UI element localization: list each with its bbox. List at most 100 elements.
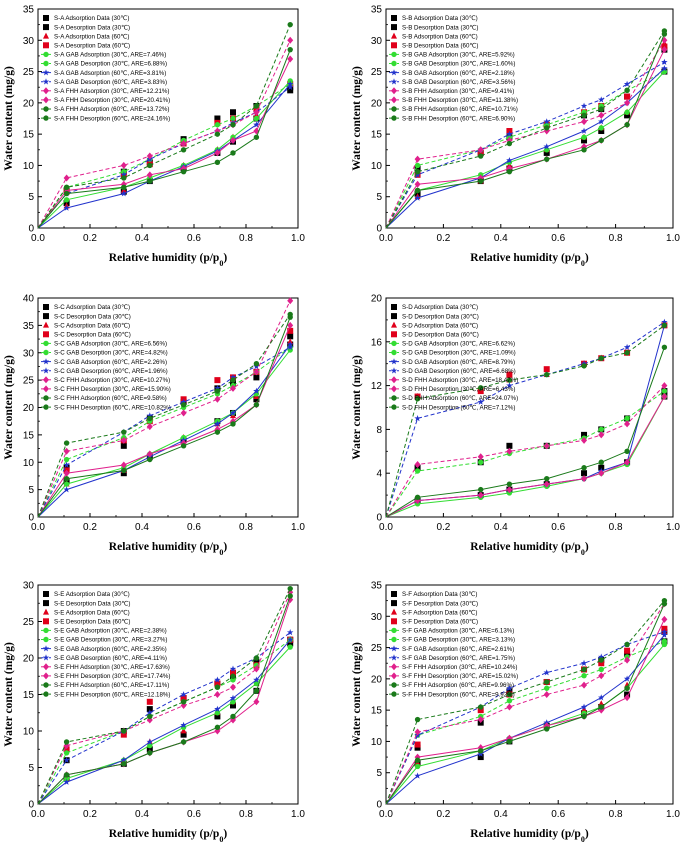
data-point (623, 343, 631, 351)
data-point (253, 121, 260, 128)
legend-entry: S-C GAB Desorption (30℃, ARE=4.82%) (54, 350, 168, 357)
legend-entry: S-C Adsorption Data (60℃) (54, 322, 130, 329)
series-line (385, 603, 665, 805)
legend-entry: S-D GAB Desorption (30℃, ARE=1.09%) (402, 350, 516, 357)
y-tick-label: 30 (23, 348, 35, 359)
x-tick-label: 0.4 (135, 809, 149, 820)
data-point (120, 470, 127, 477)
y-tick-label: 30 (371, 612, 383, 623)
legend-entry: S-B Adsorption Data (60℃) (402, 33, 478, 40)
data-point (477, 754, 484, 761)
data-point (580, 127, 588, 134)
legend-marker (43, 15, 49, 21)
legend-entry: S-E FHH Adsorption (30℃, ARE=17.63%) (54, 664, 170, 671)
data-point (214, 691, 221, 698)
y-tick-label: 15 (23, 130, 35, 141)
x-tick-label: 0.2 (436, 809, 450, 820)
data-point (624, 122, 630, 128)
chart-panel-s-d: 0.0 0.2 0.4 0.6 0.8 1.0 0 4 8 12 16 20 Relative humi… (351, 294, 680, 557)
data-point (661, 615, 668, 623)
legend-marker (43, 115, 49, 121)
x-tick-label: 0.8 (609, 522, 623, 533)
data-point (253, 402, 260, 408)
y-tick-label: 0 (28, 800, 34, 811)
data-point (180, 140, 187, 148)
data-point (229, 409, 237, 416)
data-point (214, 131, 221, 137)
legend-marker (43, 608, 49, 615)
data-point (624, 650, 631, 657)
series-s-c-fhh-desorption-60-are-10-82 (37, 311, 293, 518)
y-tick-label: 25 (23, 67, 35, 78)
legend-marker (390, 78, 398, 85)
data-point (506, 442, 513, 449)
x-tick-label: 0.6 (187, 809, 201, 820)
x-tick-label: 0.4 (494, 233, 508, 244)
legend-entry: S-D Adsorption Data (30℃) (402, 304, 478, 311)
data-point (661, 597, 668, 604)
data-point (624, 458, 631, 466)
legend-entry: S-B FHH Adsorption (30℃, ARE=9.41%) (402, 88, 514, 95)
y-tick-label: 15 (23, 690, 35, 701)
legend-marker (43, 404, 49, 410)
data-point (63, 475, 70, 482)
x-tick-label: 0.6 (551, 522, 565, 533)
series-line (37, 632, 291, 805)
data-point (146, 706, 153, 713)
series-s-e-fhh-desorption-60-are-12-18 (37, 585, 293, 805)
x-tick-label: 0.0 (379, 809, 393, 820)
y-tick-label: 20 (23, 98, 35, 109)
legend-marker (43, 331, 49, 338)
data-point (581, 431, 588, 438)
data-point (287, 585, 293, 592)
legend-entry: S-B Desorption Data (60℃) (402, 43, 478, 50)
x-tick-label: 0.6 (551, 809, 565, 820)
series-s-c-fhh-desorption-30-are-15-90 (37, 297, 294, 518)
legend-entry: S-F FHH Adsorption (60℃, ARE=9.96%) (402, 682, 514, 689)
legend-marker (391, 672, 397, 680)
data-point (287, 311, 293, 318)
data-point (414, 187, 421, 194)
data-point (214, 680, 221, 687)
legend-entry: S-B GAB Adsorption (60℃, ARE=2.18%) (402, 70, 515, 77)
data-point (230, 673, 236, 679)
data-point (120, 461, 127, 469)
chart-panel-s-c: 0.0 0.2 0.4 0.6 0.8 1.0 0 5 10 15 20 25 30 35 40 Relati… (3, 294, 305, 557)
legend-marker (391, 321, 397, 328)
data-point (146, 412, 154, 419)
x-tick-label: 0.0 (31, 809, 45, 820)
data-point (63, 197, 70, 203)
data-point (286, 629, 294, 636)
data-point (478, 486, 484, 493)
data-point (180, 409, 187, 417)
data-point (478, 385, 484, 391)
legend-marker (391, 349, 397, 356)
legend-marker (391, 51, 397, 58)
data-point (661, 388, 668, 394)
data-point (230, 150, 236, 156)
y-axis-label: Water content (mg/g) (3, 66, 15, 171)
legend-entry: S-C GAB Adsorption (30℃, ARE=6.56%) (54, 341, 167, 348)
data-point (63, 456, 70, 463)
data-point (477, 146, 484, 154)
legend-marker (391, 15, 397, 21)
data-point (477, 388, 484, 395)
data-point (543, 669, 550, 676)
data-point (581, 137, 588, 144)
data-point (63, 486, 70, 493)
data-point (598, 469, 605, 477)
y-tick-label: 10 (23, 727, 35, 738)
legend-marker (391, 313, 397, 320)
legend-marker (390, 654, 398, 661)
legend-entry: S-F Adsorption Data (60℃) (402, 609, 477, 616)
y-axis-label: Water content (mg/g) (3, 355, 15, 460)
data-point (214, 676, 221, 683)
data-point (477, 398, 484, 405)
data-point (180, 691, 187, 698)
legend-entry: S-F FHH Desorption (30℃, ARE=15.02%) (402, 673, 518, 680)
data-point (120, 442, 127, 449)
legend-entry: S-D GAB Adsorption (60℃, ARE=8.79%) (402, 359, 515, 366)
x-tick-label: 0.8 (239, 233, 253, 244)
data-point (120, 190, 128, 197)
data-point (581, 363, 587, 369)
